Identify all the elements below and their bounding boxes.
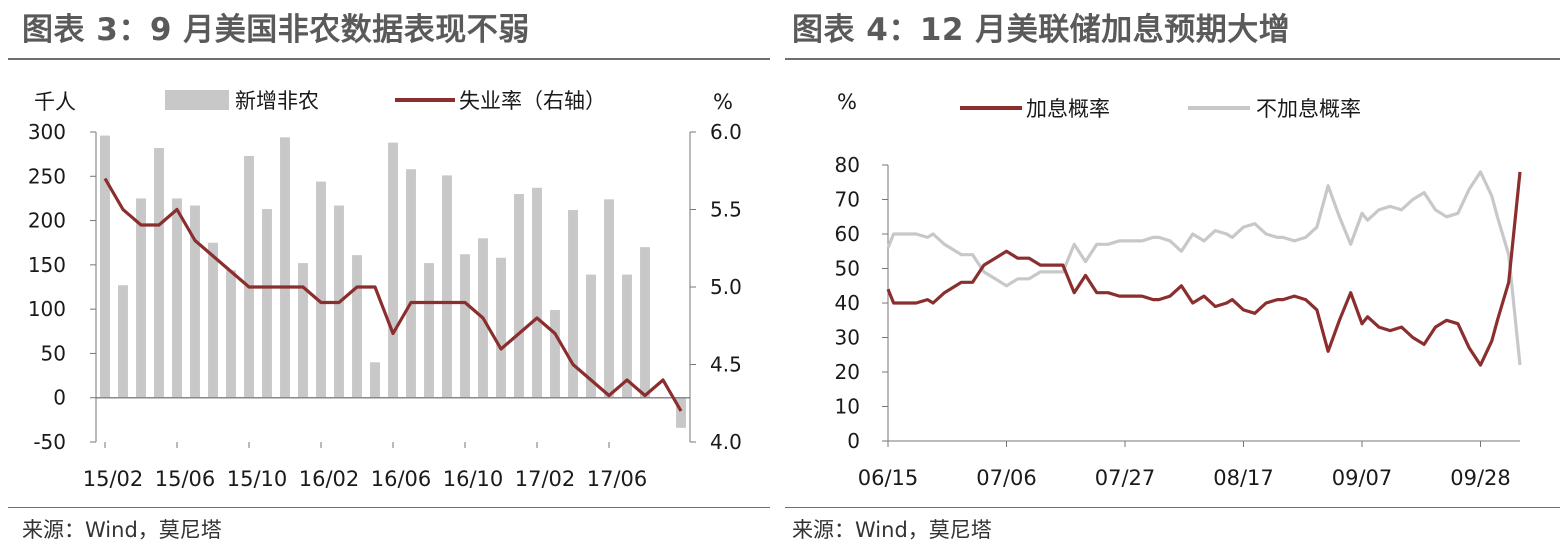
bar-nonfarm-15/01 — [100, 135, 110, 398]
bar-nonfarm-15/04 — [154, 147, 164, 398]
bar-nonfarm-16/09 — [460, 254, 470, 398]
bar-nonfarm-15/11 — [280, 137, 290, 398]
bar-nonfarm-15/03 — [136, 198, 146, 398]
x-tick-label-06/15: 06/15 — [858, 466, 919, 490]
left-source-text: 来源：Wind，莫尼塔 — [22, 518, 222, 542]
y2-tick-label-6.0: 6.0 — [710, 120, 742, 144]
bar-nonfarm-15/07 — [208, 242, 218, 398]
no-hike-probability-line — [886, 170, 1522, 366]
y-tick-label-10: 10 — [835, 395, 860, 419]
y-tick-label-30: 30 — [835, 326, 860, 350]
y-tick-label-50: 50 — [41, 341, 66, 365]
y-axis-unit-label: 千人 — [34, 90, 76, 114]
bar-nonfarm-17/09 — [676, 397, 686, 428]
legend-label-hike: 加息概率 — [1026, 97, 1110, 121]
x-tick-label-15/10: 15/10 — [227, 467, 288, 491]
y-tick-label-250: 250 — [28, 164, 66, 188]
legend-swatch-nonfarm — [165, 90, 229, 110]
bar-nonfarm-16/01 — [316, 181, 326, 398]
x-tick-label-16/10: 16/10 — [443, 467, 504, 491]
y-tick-label-70: 70 — [835, 188, 860, 212]
bar-nonfarm-15/08 — [226, 270, 236, 398]
y2-axis-unit-label: % — [713, 90, 733, 114]
right-chart: 0 10 20 30 40 50 60 70 80 06/15 07/06 07/27 08/17 09/… — [835, 90, 1522, 490]
right-title-rule — [785, 58, 1560, 60]
y-tick-label-20: 20 — [835, 360, 860, 384]
right-source-rule — [785, 507, 1560, 508]
left-chart: -50 0 50 100 150 200 250 300 4.0 4.5 5.0 5.5 6.0 15/0… — [28, 89, 742, 491]
y-tick-label--50: -50 — [33, 430, 66, 454]
y-tick-label-100: 100 — [28, 297, 66, 321]
y-tick-label-50: 50 — [835, 257, 860, 281]
bar-nonfarm-15/12 — [298, 263, 308, 398]
y2-tick-label-5.5: 5.5 — [710, 198, 742, 222]
bar-nonfarm-15/06 — [190, 205, 200, 398]
y-tick-label-200: 200 — [28, 209, 66, 233]
x-tick-label-07/06: 07/06 — [976, 466, 1037, 490]
x-tick-label-15/06: 15/06 — [155, 467, 216, 491]
y-axis-unit-label: % — [837, 90, 857, 114]
y-tick-label-80: 80 — [835, 153, 860, 177]
x-tick-label-16/06: 16/06 — [371, 467, 432, 491]
bar-nonfarm-16/12 — [514, 194, 524, 398]
bar-nonfarm-17/02 — [550, 310, 560, 398]
bar-nonfarm-15/02 — [118, 285, 128, 398]
left-title-rule — [8, 58, 770, 60]
left-chart-title: 图表 3：9 月美国非农数据表现不弱 — [22, 12, 530, 48]
bar-nonfarm-16/07 — [424, 263, 434, 398]
x-tick-label-09/07: 09/07 — [1332, 466, 1393, 490]
bar-nonfarm-16/06 — [406, 169, 416, 398]
x-tick-label-17/06: 17/06 — [587, 467, 648, 491]
y2-tick-label-5.0: 5.0 — [710, 275, 742, 299]
legend-label-unemployment: 失业率（右轴） — [459, 89, 606, 113]
bar-nonfarm-15/05 — [172, 198, 182, 398]
x-tick-label-17/02: 17/02 — [515, 467, 576, 491]
y2-tick-label-4.5: 4.5 — [710, 353, 742, 377]
y-tick-label-40: 40 — [835, 291, 860, 315]
right-chart-title: 图表 4：12 月美联储加息预期大增 — [792, 12, 1291, 48]
bar-nonfarm-16/11 — [496, 257, 506, 398]
x-tick-label-07/27: 07/27 — [1095, 466, 1156, 490]
bar-nonfarm-17/07 — [640, 247, 650, 398]
bar-nonfarm-16/08 — [442, 175, 452, 398]
hike-probability-line — [886, 171, 1522, 367]
y-tick-label-300: 300 — [28, 120, 66, 144]
bar-nonfarm-15/09 — [244, 155, 254, 398]
bar-nonfarm-17/01 — [532, 187, 542, 398]
y2-tick-label-4.0: 4.0 — [710, 430, 742, 454]
x-tick-label-16/02: 16/02 — [299, 467, 360, 491]
y-tick-label-0: 0 — [847, 429, 860, 453]
y-tick-label-150: 150 — [28, 253, 66, 277]
legend-label-no-hike: 不加息概率 — [1256, 97, 1361, 121]
bar-nonfarm-17/05 — [604, 199, 614, 398]
bar-nonfarm-16/03 — [352, 255, 362, 398]
left-source-rule — [8, 507, 770, 508]
bar-nonfarm-17/06 — [622, 274, 632, 398]
y-tick-label-60: 60 — [835, 222, 860, 246]
bar-nonfarm-17/03 — [568, 209, 578, 398]
x-tick-label-08/17: 08/17 — [1213, 466, 1274, 490]
bar-nonfarm-17/04 — [586, 274, 596, 398]
legend-label-nonfarm: 新增非农 — [235, 89, 319, 113]
x-tick-label-09/28: 09/28 — [1450, 466, 1511, 490]
bar-nonfarm-15/10 — [262, 209, 272, 398]
bar-nonfarm-16/04 — [370, 362, 380, 398]
x-tick-label-15/02: 15/02 — [83, 467, 144, 491]
y-tick-label-0: 0 — [53, 386, 66, 410]
unemployment-rate-line — [103, 177, 683, 412]
right-source-text: 来源：Wind，莫尼塔 — [792, 518, 992, 542]
bar-nonfarm-16/05 — [388, 142, 398, 398]
